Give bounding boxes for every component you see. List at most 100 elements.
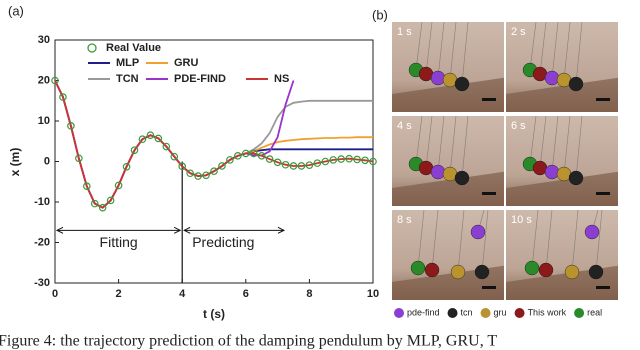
string bbox=[529, 21, 537, 71]
string bbox=[539, 115, 547, 169]
frame-image: 10 s bbox=[506, 209, 618, 300]
data-point bbox=[234, 152, 242, 160]
ball bbox=[584, 224, 600, 240]
string bbox=[425, 21, 433, 75]
string bbox=[539, 21, 547, 75]
scale-bar bbox=[482, 286, 496, 289]
data-point bbox=[210, 167, 218, 176]
string bbox=[481, 209, 489, 273]
frame-time: 10 s bbox=[511, 214, 532, 226]
data-point bbox=[90, 199, 99, 208]
string bbox=[449, 115, 457, 175]
scale-bar bbox=[596, 192, 610, 195]
string bbox=[425, 115, 433, 169]
ball bbox=[544, 70, 560, 86]
floor bbox=[506, 171, 618, 206]
y-axis-label: x (m) bbox=[8, 148, 22, 177]
data-point bbox=[329, 156, 338, 164]
string bbox=[595, 209, 603, 273]
y-tick-label: -10 bbox=[34, 196, 50, 208]
ball bbox=[538, 262, 554, 278]
data-point bbox=[170, 152, 179, 161]
data-point bbox=[345, 154, 353, 163]
ball bbox=[474, 264, 490, 280]
ball bbox=[454, 76, 470, 92]
x-axis-label: t (s) bbox=[203, 307, 225, 321]
string bbox=[529, 115, 537, 165]
data-point bbox=[361, 156, 369, 165]
string bbox=[449, 21, 457, 81]
frame-image: 6 s bbox=[506, 115, 618, 206]
string bbox=[571, 209, 579, 273]
y-tick-label: 10 bbox=[38, 115, 50, 127]
string bbox=[563, 21, 571, 81]
series-line bbox=[54, 80, 373, 209]
string bbox=[551, 21, 559, 79]
panel-label: (a) bbox=[8, 3, 24, 18]
arrow-head bbox=[173, 226, 182, 234]
legend-label: pde-find bbox=[407, 307, 440, 317]
frame-time: 2 s bbox=[511, 26, 526, 38]
string bbox=[563, 115, 571, 175]
ball bbox=[450, 264, 466, 280]
legend-label: PDE-FIND bbox=[174, 73, 226, 85]
data-point bbox=[273, 158, 282, 167]
frame-time: 1 s bbox=[397, 26, 412, 38]
string bbox=[531, 209, 539, 269]
ball bbox=[564, 264, 580, 280]
scale-bar bbox=[482, 192, 496, 195]
x-tick-label: 6 bbox=[243, 288, 249, 300]
scale-bar bbox=[596, 98, 610, 101]
y-tick-label: 30 bbox=[38, 34, 50, 46]
legend-label: Real Value bbox=[106, 42, 161, 54]
data-point bbox=[154, 134, 163, 143]
data-point bbox=[297, 162, 306, 170]
ball bbox=[430, 70, 446, 86]
data-point bbox=[226, 156, 234, 164]
frame-time: 6 s bbox=[511, 120, 526, 132]
legend-label: MLP bbox=[116, 57, 139, 69]
ball bbox=[544, 164, 560, 180]
y-tick-label: -30 bbox=[34, 277, 50, 289]
string bbox=[545, 209, 553, 271]
string bbox=[415, 115, 423, 165]
data-point bbox=[257, 152, 266, 160]
data-point bbox=[289, 162, 298, 170]
frame-time: 8 s bbox=[397, 214, 412, 226]
series-line bbox=[54, 80, 373, 209]
data-point bbox=[59, 93, 67, 101]
x-tick-label: 2 bbox=[116, 288, 122, 300]
data-point bbox=[321, 157, 330, 166]
data-point bbox=[249, 149, 258, 158]
data-point bbox=[265, 155, 274, 163]
annotation: Predicting bbox=[192, 234, 254, 250]
data-point bbox=[218, 162, 226, 170]
string bbox=[431, 209, 439, 271]
string bbox=[437, 21, 445, 79]
series-line bbox=[54, 80, 295, 209]
string bbox=[575, 21, 583, 85]
arrow-head bbox=[277, 226, 286, 234]
floor bbox=[506, 77, 618, 112]
legend-ball bbox=[447, 308, 458, 318]
frame-time: 4 s bbox=[397, 120, 412, 132]
ball bbox=[454, 170, 470, 186]
data-point bbox=[305, 161, 314, 169]
data-point bbox=[146, 131, 155, 139]
legend-ball bbox=[514, 308, 525, 318]
string bbox=[417, 209, 425, 269]
floor bbox=[392, 77, 504, 112]
caption: Figure 4: the trajectory prediction of t… bbox=[0, 333, 497, 350]
y-tick-label: -20 bbox=[34, 236, 50, 248]
legend-label: TCN bbox=[116, 73, 139, 85]
data-point bbox=[83, 182, 91, 191]
frame-image: 2 s bbox=[506, 21, 618, 112]
string bbox=[461, 21, 469, 85]
arrow-head bbox=[183, 226, 191, 234]
data-point bbox=[369, 157, 377, 166]
data-point bbox=[98, 203, 107, 212]
data-point bbox=[67, 122, 75, 130]
data-point bbox=[353, 155, 361, 164]
legend-label: gru bbox=[494, 307, 507, 317]
